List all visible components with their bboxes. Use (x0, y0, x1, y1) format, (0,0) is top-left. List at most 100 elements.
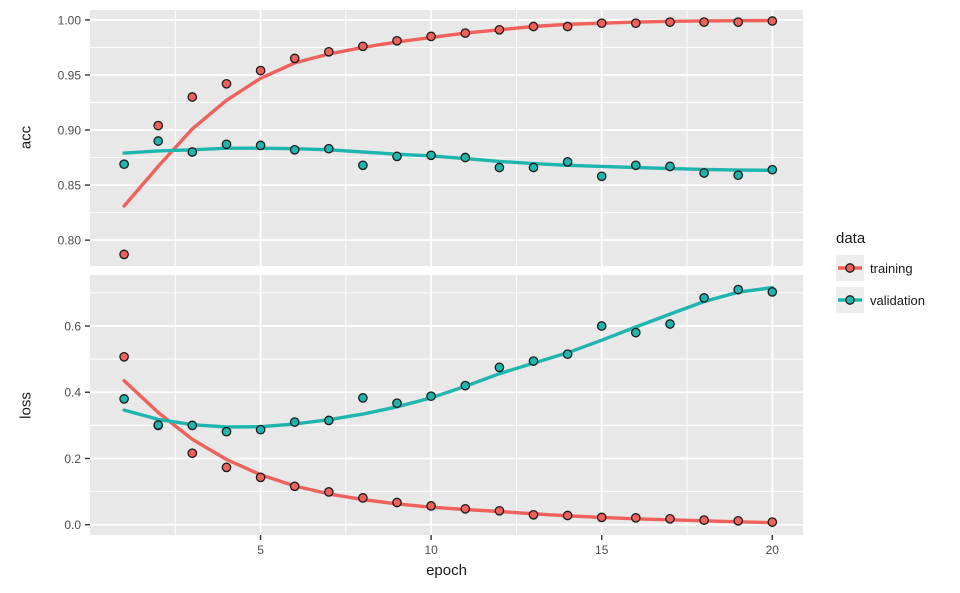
data-point-training-loss (665, 513, 675, 524)
data-point-training-loss (460, 503, 471, 514)
data-point-training-loss (596, 512, 607, 523)
data-point-training-loss (699, 515, 709, 525)
x-tick-label: 10 (424, 543, 438, 557)
data-point-validation-acc (119, 159, 129, 170)
data-point-training-loss (426, 501, 436, 511)
y-tick-label-loss: 0.0 (64, 518, 81, 532)
data-point-validation-loss (665, 319, 675, 329)
data-point-validation-acc (460, 152, 471, 163)
data-point-training-loss (767, 517, 778, 527)
x-tick-label: 5 (257, 543, 264, 557)
data-point-validation-acc (221, 139, 232, 150)
smooth-line-training-acc (122, 18, 774, 208)
data-point-training-loss (119, 351, 129, 362)
data-point-validation-acc (733, 170, 744, 181)
data-point-training-loss (733, 515, 744, 526)
data-point-validation-loss (528, 356, 539, 366)
data-point-training-acc (767, 16, 778, 26)
data-point-training-acc (596, 18, 607, 29)
y-tick-label-loss: 0.6 (64, 320, 81, 334)
data-point-training-acc (221, 78, 232, 89)
legend-label-validation: validation (870, 292, 925, 308)
data-point-training-acc (665, 17, 675, 27)
data-point-training-acc (630, 18, 641, 29)
data-point-training-loss (289, 481, 300, 492)
data-point-validation-loss (767, 287, 778, 297)
loss-axis-title: loss (17, 392, 35, 419)
data-point-validation-acc (289, 144, 300, 155)
y-tick-label-acc: 1.00 (58, 13, 82, 27)
data-point-validation-loss (358, 393, 368, 403)
data-point-validation-loss (187, 420, 198, 431)
data-point-validation-acc (528, 162, 539, 173)
data-point-training-loss (187, 448, 198, 459)
panel-background-loss (90, 275, 803, 535)
data-point-training-acc (494, 24, 505, 35)
data-point-validation-loss (699, 293, 709, 303)
data-point-training-acc (562, 21, 573, 32)
data-point-training-loss (562, 510, 573, 521)
data-point-validation-loss (119, 394, 129, 404)
data-point-validation-acc (153, 136, 164, 146)
data-point-validation-loss (426, 391, 436, 402)
y-tick-label-acc: 0.85 (58, 179, 82, 193)
data-point-training-acc (255, 65, 266, 76)
data-point-validation-acc (392, 151, 402, 162)
data-point-validation-acc (699, 168, 709, 178)
y-tick-label-acc: 0.80 (58, 234, 82, 248)
data-point-training-acc (153, 120, 164, 131)
data-point-training-loss (392, 497, 402, 508)
data-point-validation-acc (426, 150, 436, 161)
data-point-training-loss (358, 493, 368, 503)
data-point-validation-acc (630, 160, 641, 171)
data-point-training-loss (528, 509, 539, 520)
data-point-training-loss (630, 512, 641, 523)
data-point-validation-acc (562, 157, 573, 167)
legend-key-glyph-training (838, 263, 862, 273)
data-point-training-loss (221, 462, 232, 473)
data-point-training-acc (323, 46, 334, 57)
data-point-validation-loss (460, 380, 471, 391)
data-point-validation-loss (596, 321, 607, 331)
legend: data training validation (836, 230, 956, 319)
legend-label-training: training (870, 260, 913, 276)
y-tick-label-loss: 0.4 (64, 386, 81, 400)
acc-axis-title: acc (17, 125, 35, 150)
data-point-validation-acc (187, 147, 198, 157)
data-point-training-acc (528, 21, 539, 32)
data-point-training-acc (289, 53, 300, 64)
legend-key-training-icon (836, 255, 864, 281)
data-point-training-acc (699, 17, 709, 27)
data-point-validation-loss (630, 327, 641, 338)
data-point-validation-acc (323, 143, 334, 154)
panel-background-acc (90, 10, 803, 266)
y-tick-label-loss: 0.2 (64, 452, 81, 466)
smooth-line-validation-acc (122, 146, 774, 173)
data-point-validation-loss (289, 417, 300, 427)
legend-item-validation: validation (836, 287, 956, 313)
legend-key-validation-icon (836, 287, 864, 313)
x-tick-label: 15 (595, 543, 609, 557)
legend-key-glyph-validation (838, 295, 862, 305)
data-point-training-loss (255, 472, 266, 483)
data-point-validation-loss (153, 420, 164, 430)
data-point-training-acc (119, 249, 129, 260)
data-point-validation-loss (255, 424, 266, 435)
data-point-validation-loss (323, 415, 334, 426)
data-point-validation-acc (767, 164, 778, 175)
x-tick-label: 20 (766, 543, 780, 557)
legend-item-training: training (836, 255, 956, 281)
data-point-validation-acc (494, 162, 505, 173)
y-tick-label-acc: 0.90 (58, 124, 82, 138)
epoch-axis-title: epoch (426, 562, 467, 579)
data-point-training-acc (733, 17, 744, 27)
data-point-validation-loss (562, 349, 573, 360)
legend-title: data (836, 230, 866, 247)
legend-point-training (845, 263, 855, 273)
data-point-training-loss (494, 505, 505, 516)
data-point-validation-loss (221, 426, 232, 437)
data-point-validation-acc (596, 171, 607, 182)
y-tick-label-acc: 0.95 (58, 68, 82, 82)
